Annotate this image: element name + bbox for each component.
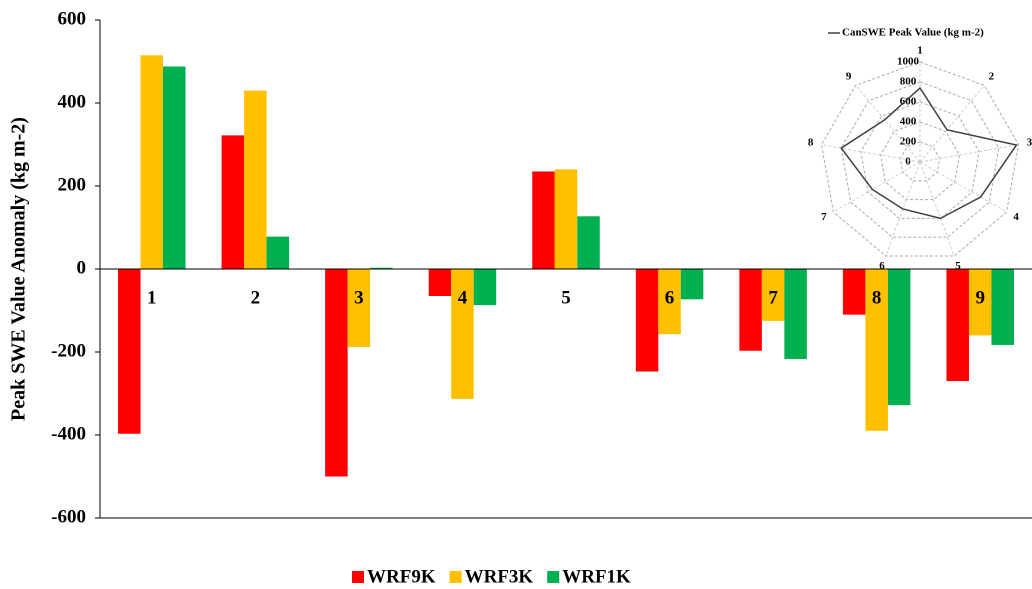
axis-label: 6 [879, 260, 885, 272]
bar [761, 269, 785, 321]
grid-line [840, 81, 1000, 238]
bar [554, 169, 578, 269]
axis-label: 8 [808, 136, 814, 148]
category-label: 9 [975, 287, 985, 308]
axis-label: 7 [821, 211, 827, 223]
legend-swatch [547, 571, 560, 583]
y-tick-label: -200 [51, 340, 86, 361]
y-tick-label: -400 [51, 423, 86, 444]
category-label: 4 [458, 287, 468, 308]
bar [865, 269, 888, 431]
bar [968, 269, 992, 336]
grid-line [899, 141, 941, 182]
r-tick-label: 600 [900, 96, 917, 108]
grid-line [820, 61, 1020, 257]
bar [635, 269, 659, 372]
category-label: 3 [354, 287, 364, 308]
axis-label: 9 [846, 71, 852, 83]
category-label: 5 [561, 287, 571, 308]
y-tick-label: 400 [58, 91, 87, 112]
axis-label: 4 [1013, 211, 1019, 223]
legend-label: WRF3K [465, 566, 534, 587]
radar-axis [855, 85, 921, 163]
axis-label: 3 [1027, 136, 1032, 148]
y-tick-label: 200 [58, 174, 87, 195]
bar [887, 269, 911, 406]
radar-axis [919, 144, 1019, 163]
y-axis-label: Peak SWE Value Anomaly (kg m-2) [8, 117, 30, 421]
bar [140, 55, 164, 270]
radar-axis [833, 161, 921, 213]
legend-label: CanSWE Peak Value (kg m-2) [842, 27, 984, 39]
category-label: 6 [665, 287, 675, 308]
category-label: 8 [872, 287, 882, 308]
axis-label: 1 [917, 45, 923, 57]
r-tick-label: 400 [900, 116, 917, 128]
category-label: 2 [251, 287, 261, 308]
bar [991, 269, 1014, 345]
r-tick-label: 200 [900, 136, 917, 148]
radar-axis [919, 85, 985, 163]
bar [451, 269, 474, 399]
bar [577, 216, 600, 269]
bar [347, 269, 371, 348]
radar-line [840, 86, 1018, 220]
bar [532, 171, 555, 269]
r-tick-label: 1000 [897, 56, 920, 68]
bar [680, 269, 704, 300]
y-tick-label: 0 [77, 257, 87, 278]
legend-swatch [449, 571, 462, 583]
bar [739, 269, 762, 351]
category-label: 7 [768, 287, 778, 308]
bar [244, 90, 267, 269]
bar [784, 269, 807, 360]
bar [428, 269, 452, 296]
r-tick-label: 800 [900, 76, 917, 88]
radar-axis [919, 161, 955, 257]
radar-axis [919, 161, 1007, 213]
bar [118, 269, 141, 434]
category-label: 1 [147, 287, 157, 308]
axis-label: 5 [955, 260, 961, 272]
bar [946, 269, 969, 382]
bar [658, 269, 681, 335]
bar [266, 236, 290, 269]
axis-label: 2 [989, 71, 995, 83]
bar [842, 269, 866, 315]
bar [473, 269, 497, 306]
radar-axis [821, 144, 921, 163]
bar [221, 135, 245, 269]
y-tick-label: 600 [58, 8, 87, 29]
r-tick-label: 0 [905, 156, 911, 168]
legend-label: WRF1K [562, 566, 631, 587]
y-tick-label: -600 [51, 506, 86, 527]
legend-swatch [352, 571, 364, 583]
bar [370, 267, 393, 269]
legend-label: WRF9K [367, 566, 436, 587]
bar [163, 66, 186, 269]
grid-line [860, 101, 980, 219]
grid-line [880, 121, 960, 201]
bar [325, 269, 348, 477]
